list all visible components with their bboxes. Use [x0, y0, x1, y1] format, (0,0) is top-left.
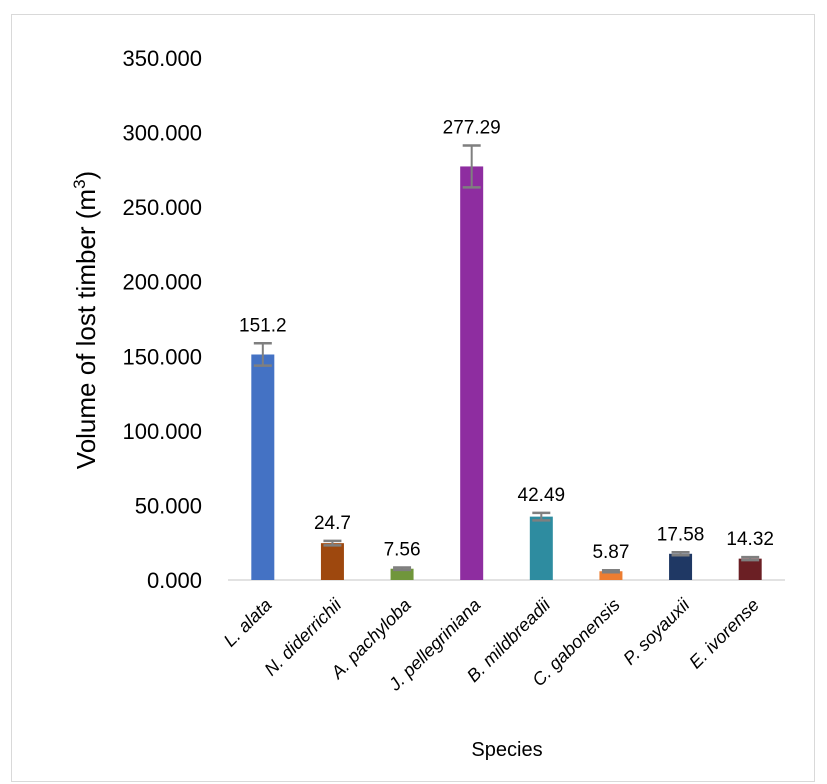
data-label: 277.29 [443, 118, 501, 139]
category-label: P. soyauxii [619, 594, 694, 669]
y-tick-label: 200.000 [122, 270, 202, 295]
y-axis-ticks: 0.000 50.000 100.000 150.000 200.000 250.000 3… [122, 46, 202, 593]
error-bar [671, 551, 690, 557]
y-axis-title: Volume of lost timber (m3) [70, 171, 101, 469]
chart-frame [11, 14, 815, 782]
error-bar [741, 555, 760, 562]
bar [460, 166, 484, 580]
bar [669, 553, 693, 580]
error-bar [601, 568, 620, 574]
y-tick-label: 100.000 [122, 419, 202, 444]
error-bar [323, 539, 342, 547]
data-label: 42.49 [518, 485, 566, 506]
y-tick-label: 250.000 [122, 195, 202, 220]
error-bars [253, 144, 760, 574]
bar [529, 516, 553, 580]
y-tick-label: 150.000 [122, 344, 202, 369]
bars [251, 166, 762, 580]
error-bar [462, 144, 481, 189]
x-axis-title: Species [471, 739, 542, 761]
y-tick-label: 0.000 [147, 568, 202, 593]
bar [390, 568, 414, 580]
data-label: 151.2 [239, 315, 287, 336]
y-tick-label: 300.000 [122, 121, 202, 146]
bar [738, 558, 762, 580]
bar [251, 354, 275, 580]
y-tick-label: 50.000 [135, 493, 202, 518]
y-tick-label: 350.000 [122, 46, 202, 71]
data-label: 24.7 [314, 513, 351, 534]
bar [599, 571, 623, 580]
data-label: 7.56 [384, 540, 421, 561]
error-bar [532, 511, 551, 522]
bar [320, 543, 344, 580]
category-label: L. alata [220, 595, 276, 651]
error-bar [393, 566, 412, 572]
category-label: E. ivorense [685, 595, 763, 673]
error-bar [253, 342, 272, 367]
data-label: 5.87 [592, 542, 629, 563]
data-labels: 151.2 24.7 7.56 277.29 42.49 5.87 17.58 14.32 [239, 118, 774, 564]
data-label: 17.58 [657, 524, 705, 545]
data-label: 14.32 [726, 529, 774, 550]
